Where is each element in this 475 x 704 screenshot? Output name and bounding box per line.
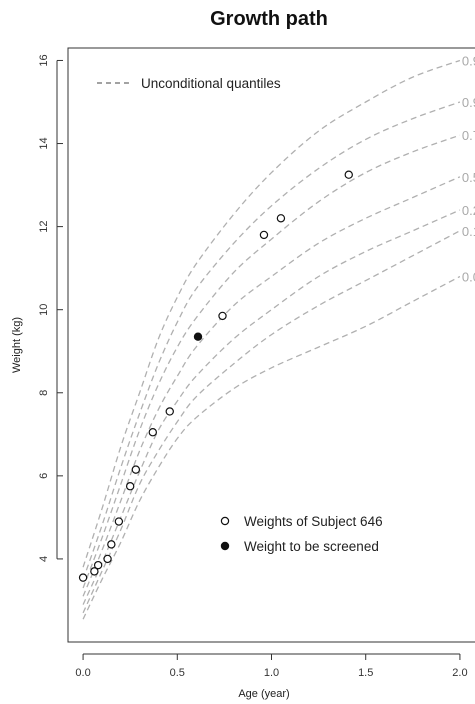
y-tick-label: 10 bbox=[38, 304, 50, 316]
legend-points: Weights of Subject 646 Weight to be scre… bbox=[220, 514, 383, 554]
quantile-curves bbox=[82, 59, 461, 620]
quantile-curve-0.5 bbox=[82, 176, 461, 597]
quantile-curve-0.1 bbox=[82, 230, 461, 614]
subject-weight-point bbox=[103, 554, 112, 564]
legend-quantiles: Unconditional quantiles bbox=[97, 76, 281, 91]
legend-screened-weight-label: Weight to be screened bbox=[244, 539, 379, 554]
subject-weight-point bbox=[165, 407, 174, 416]
subject-weight-point bbox=[93, 560, 103, 570]
y-tick-label: 8 bbox=[38, 390, 50, 396]
quantile-label-0.1: 0.1 bbox=[462, 224, 475, 239]
plot-frame bbox=[67, 47, 475, 643]
quantile-label-0.97: 0.97 bbox=[462, 53, 475, 68]
quantile-curve-0.75 bbox=[82, 134, 461, 589]
quantile-label-0.9: 0.9 bbox=[462, 95, 475, 110]
quantile-curve-0.25 bbox=[82, 209, 461, 605]
subject-weight-point bbox=[276, 214, 286, 223]
subject-weight-point bbox=[131, 465, 141, 474]
y-tick-label: 16 bbox=[38, 54, 50, 66]
y-tick-label: 4 bbox=[38, 556, 50, 562]
legend-subject-weights-label: Weights of Subject 646 bbox=[244, 514, 383, 529]
x-tick-label: 0.5 bbox=[170, 667, 185, 679]
quantile-labels: 0.97 0.9 0.75 0.5 0.25 0.1 0.03 bbox=[462, 53, 475, 284]
quantile-curve-0.03 bbox=[82, 275, 461, 620]
subject-weight-point bbox=[148, 428, 157, 437]
chart-title: Growth path bbox=[210, 8, 328, 30]
legend-filled-circle-swatch bbox=[220, 541, 230, 551]
x-tick-label: 1.5 bbox=[358, 667, 373, 679]
legend-quantiles-label: Unconditional quantiles bbox=[141, 76, 281, 91]
data-points bbox=[78, 170, 353, 582]
x-axis: 0.0 0.5 1.0 1.5 2.0 bbox=[75, 653, 468, 679]
x-tick-label: 0.0 bbox=[75, 667, 90, 679]
quantile-label-0.03: 0.03 bbox=[462, 269, 475, 284]
subject-weight-point bbox=[259, 230, 269, 240]
quantile-label-0.5: 0.5 bbox=[462, 170, 475, 185]
x-axis-label: Age (year) bbox=[238, 688, 289, 700]
screened-weight-point bbox=[193, 332, 203, 341]
legend-open-circle-swatch bbox=[220, 516, 230, 526]
quantile-label-0.75: 0.75 bbox=[462, 128, 475, 143]
quantile-curve-0.97 bbox=[82, 59, 461, 568]
subject-weight-point bbox=[344, 170, 353, 179]
y-tick-label: 6 bbox=[38, 473, 50, 479]
x-tick-label: 2.0 bbox=[452, 667, 467, 679]
subject-weight-point bbox=[218, 311, 227, 321]
subject-weight-point bbox=[125, 482, 135, 491]
x-tick-label: 1.0 bbox=[264, 667, 279, 679]
y-tick-label: 14 bbox=[38, 137, 50, 149]
subject-weight-point bbox=[107, 540, 116, 549]
y-axis: 4 6 8 10 12 14 16 bbox=[38, 54, 63, 562]
quantile-label-0.25: 0.25 bbox=[462, 203, 475, 218]
subject-weight-point bbox=[78, 573, 88, 582]
subject-weight-point bbox=[90, 567, 99, 576]
subject-weight-point bbox=[114, 517, 124, 526]
y-axis-label: Weight (kg) bbox=[11, 317, 23, 373]
y-tick-label: 12 bbox=[38, 220, 50, 232]
quantile-curve-0.9 bbox=[82, 101, 461, 580]
